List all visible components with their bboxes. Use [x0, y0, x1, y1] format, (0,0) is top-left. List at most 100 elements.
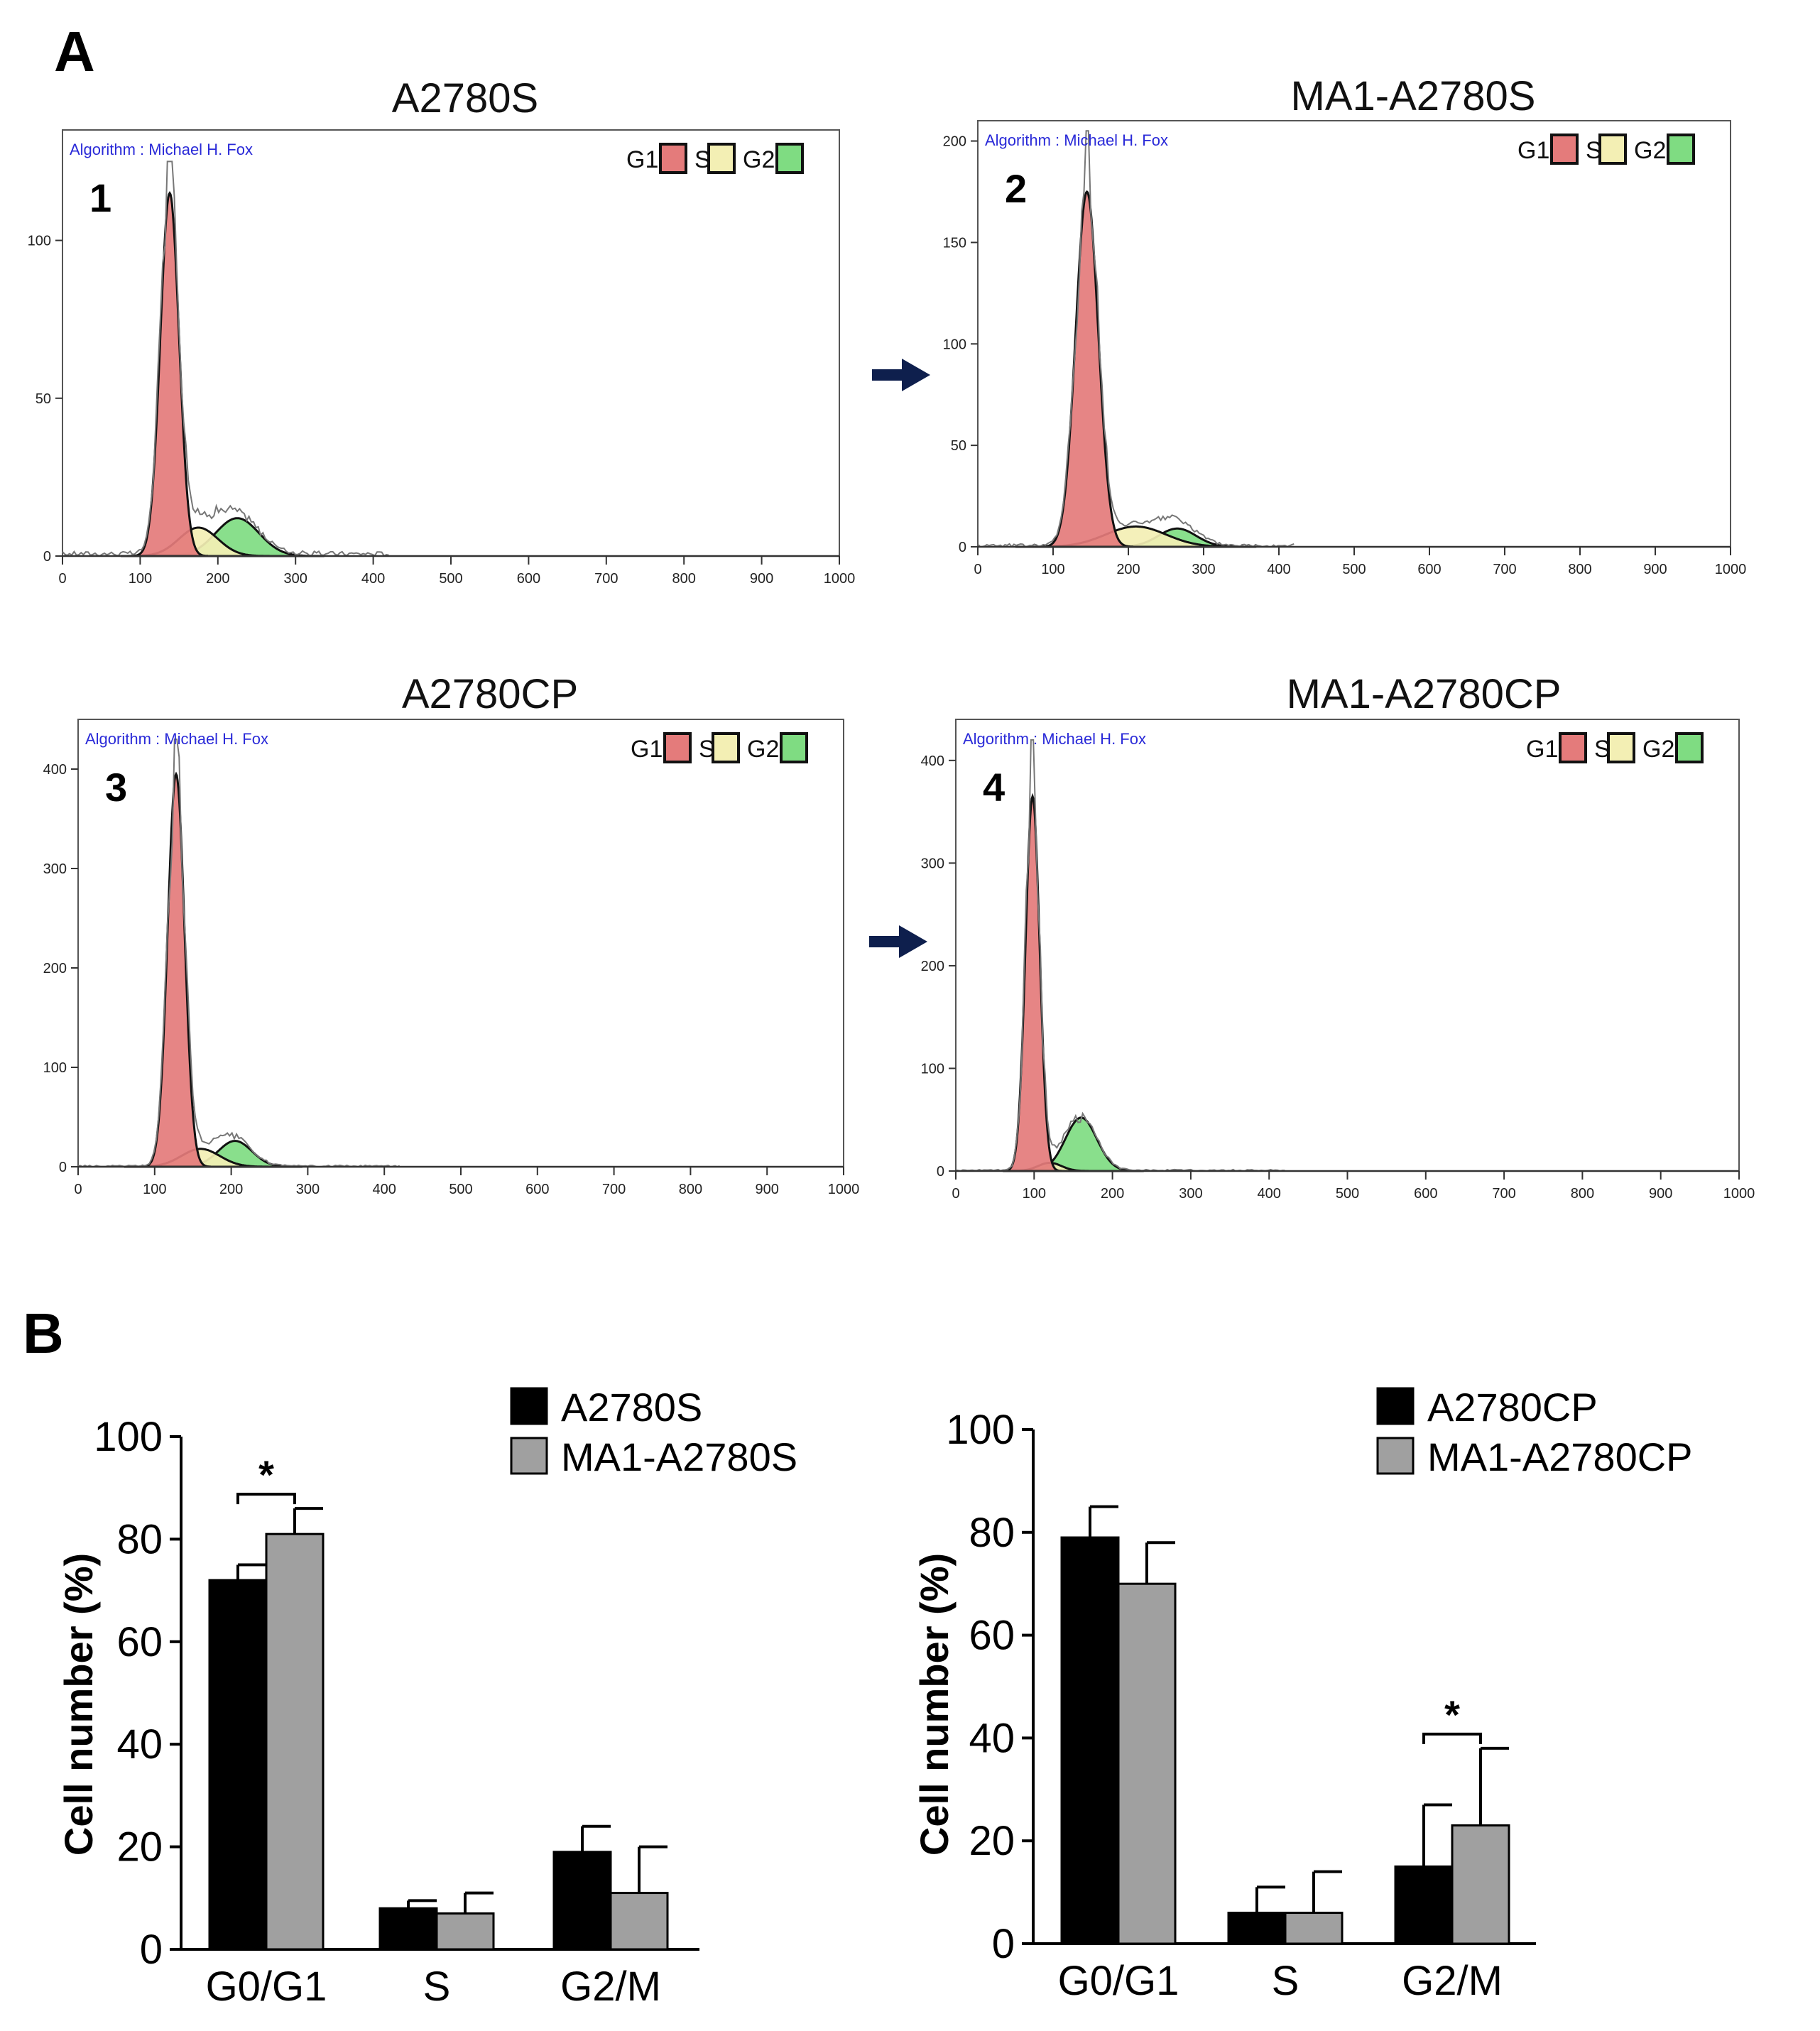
plot-frame	[955, 719, 1740, 1172]
legend-swatch	[780, 732, 808, 763]
legend-label: MA1-A2780S	[561, 1434, 797, 1479]
legend-swatch	[659, 143, 687, 174]
x-tick-label: 1000	[828, 1182, 860, 1197]
x-tick-label: 700	[594, 571, 618, 587]
x-tick-label: 400	[373, 1182, 396, 1197]
y-tick-label: 0	[992, 1921, 1015, 1967]
category-label: G0/G1	[1058, 1958, 1179, 2004]
legend-label: G2	[747, 736, 779, 763]
bar-chart-1: 0 20 40 60 80 100 Cell number (%) G0/G1 S G2/M * A2…	[56, 1385, 797, 2010]
x-tick-label: 700	[1492, 1186, 1515, 1202]
x-tick-label: 300	[296, 1182, 320, 1197]
legend-label: S	[699, 736, 715, 763]
significance-bracket	[236, 1493, 296, 1505]
bar-chart-panels: 0 20 40 60 80 100 Cell number (%) G0/G1 S G2/M * A2…	[56, 1385, 1693, 2010]
y-tick-label: 100	[28, 234, 51, 249]
x-tick-label: 600	[1414, 1186, 1437, 1202]
algorithm-label: Algorithm : Michael H. Fox	[985, 131, 1168, 149]
bar-a2780s	[378, 1907, 438, 1951]
y-tick-label: 400	[921, 753, 944, 769]
y-tick-label: 100	[43, 1060, 67, 1076]
legend-swatch	[1667, 134, 1695, 165]
x-tick-label: 400	[1258, 1186, 1281, 1202]
legend-swatch	[1376, 1387, 1415, 1425]
x-tick-label: 400	[1267, 562, 1290, 577]
bar-a2780s	[552, 1851, 612, 1951]
x-tick-label: 300	[1179, 1186, 1202, 1202]
x-tick-label: 0	[74, 1182, 82, 1197]
x-tick-label: 100	[129, 571, 152, 587]
chart-title: MA1-A2780S	[1291, 73, 1536, 119]
y-tick-label: 80	[116, 1516, 163, 1562]
x-tick-label: 900	[1643, 562, 1667, 577]
x-tick-label: 300	[1192, 562, 1215, 577]
y-tick-label: 80	[969, 1510, 1015, 1556]
y-tick-label: 150	[943, 235, 966, 251]
y-tick-label: 100	[946, 1407, 1015, 1453]
panel-a-label: A	[54, 20, 95, 83]
y-tick-label: 50	[951, 438, 966, 454]
y-tick-label: 50	[36, 391, 51, 407]
algorithm-label: Algorithm : Michael H. Fox	[70, 141, 253, 158]
legend-label: A2780S	[561, 1385, 702, 1430]
x-tick-label: 600	[517, 571, 540, 587]
bar-ma1-a2780cp	[1117, 1582, 1177, 1945]
x-tick-label: 400	[361, 571, 385, 587]
legend-swatch	[775, 143, 804, 174]
legend-label: G1	[1517, 137, 1549, 164]
y-axis-title: Cell number (%)	[912, 1553, 957, 1856]
y-tick-label: 60	[969, 1613, 1015, 1659]
legend-swatch	[510, 1387, 548, 1425]
bar-a2780cp	[1060, 1536, 1120, 1945]
legend-label: S	[1586, 137, 1602, 164]
x-tick-label: 1000	[1723, 1186, 1755, 1202]
legend-label: G2	[1634, 137, 1666, 164]
legend-label: S	[1594, 736, 1611, 763]
histogram-3: A2780CP 0 100 200 300 400 500 600 700 800 900 1000 0…	[43, 671, 860, 1197]
legend-swatch	[1607, 732, 1635, 763]
y-tick-label: 200	[943, 134, 966, 150]
x-tick-label: 500	[1336, 1186, 1359, 1202]
y-tick-label: 60	[116, 1619, 163, 1665]
x-tick-label: 500	[439, 571, 462, 587]
y-tick-label: 0	[140, 1927, 163, 1973]
bar-ma1-a2780cp	[1451, 1824, 1510, 1945]
legend-swatch	[663, 732, 692, 763]
y-tick-label: 100	[921, 1061, 944, 1077]
x-tick-label: 200	[219, 1182, 243, 1197]
raw-data-trace	[977, 130, 1295, 548]
histogram-4: MA1-A2780CP 0 100 200 300 400 500 600 700 800 900 1…	[921, 671, 1755, 1202]
g1-peak	[141, 771, 211, 1168]
panel-b-label: B	[23, 1302, 64, 1365]
bar-a2780s	[208, 1579, 268, 1951]
x-tick-label: 700	[602, 1182, 626, 1197]
raw-data-trace	[77, 739, 400, 1168]
y-tick-label: 300	[921, 856, 944, 871]
y-tick-label: 300	[43, 861, 67, 877]
legend-label: MA1-A2780CP	[1427, 1434, 1693, 1479]
y-tick-label: 0	[959, 540, 966, 555]
x-tick-label: 500	[1342, 562, 1366, 577]
x-tick-label: 800	[1571, 1186, 1594, 1202]
x-tick-label: 0	[974, 562, 981, 577]
x-tick-label: 300	[284, 571, 307, 587]
y-tick-label: 0	[937, 1164, 944, 1180]
x-tick-label: 0	[952, 1186, 959, 1202]
bar-a2780cp	[1394, 1865, 1454, 1945]
x-tick-label: 1000	[824, 571, 856, 587]
bar-ma1-a2780cp	[1284, 1912, 1344, 1945]
chart-title: MA1-A2780CP	[1287, 671, 1562, 717]
x-tick-label: 1000	[1715, 562, 1747, 577]
legend-swatch	[707, 143, 736, 174]
x-tick-label: 200	[1101, 1186, 1124, 1202]
y-tick-label: 40	[969, 1715, 1015, 1761]
x-tick-label: 200	[206, 571, 229, 587]
y-tick-label: 20	[969, 1818, 1015, 1864]
plot-frame	[62, 129, 840, 557]
bar-ma1-a2780s	[435, 1912, 495, 1951]
bar-a2780cp	[1227, 1912, 1287, 1945]
y-tick-label: 0	[43, 549, 51, 565]
